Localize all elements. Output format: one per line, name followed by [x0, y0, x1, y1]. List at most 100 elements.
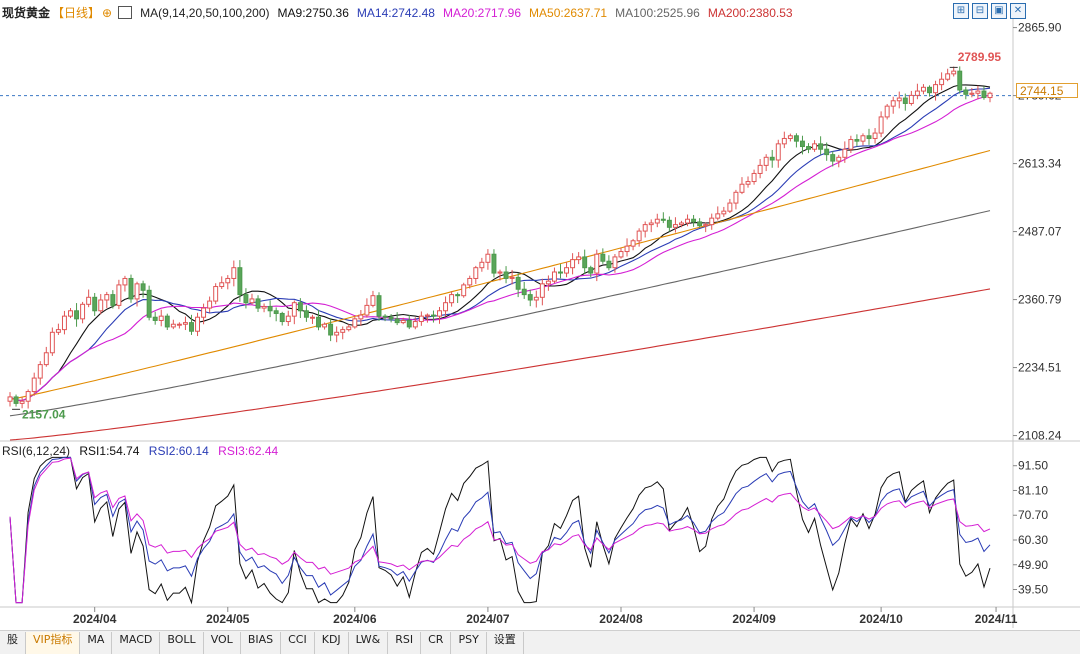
candle-up	[225, 277, 231, 284]
candle-down	[691, 218, 697, 223]
candle-up	[219, 282, 225, 288]
candle-up	[98, 299, 104, 312]
candle-up	[890, 100, 896, 107]
candle-up	[939, 78, 945, 86]
tab-stock[interactable]: 股	[0, 632, 26, 654]
price-tick-label: 2487.07	[1018, 225, 1062, 239]
period-settings-icon[interactable]: ⊕	[102, 5, 113, 20]
candle-down	[606, 260, 612, 269]
ma20-value: MA20:2717.96	[442, 5, 522, 20]
candle-up	[176, 323, 182, 326]
candle-down	[558, 271, 563, 274]
candle-up	[775, 143, 781, 161]
candle-down	[697, 221, 703, 227]
candle-down	[800, 140, 805, 148]
candle-up	[7, 396, 13, 402]
tab-settings[interactable]: 设置	[487, 632, 524, 654]
candle-up	[648, 222, 654, 226]
candle-down	[406, 319, 412, 328]
tab-ma[interactable]: MA	[80, 632, 113, 654]
ma9-line	[9, 84, 991, 402]
candle-up	[679, 222, 684, 226]
candle-down	[303, 310, 309, 318]
candle-down	[279, 312, 285, 323]
ma-chart-icon	[118, 6, 133, 19]
current-price-tag: 2744.15	[1016, 83, 1078, 98]
candle-up	[969, 92, 975, 95]
tab-vol[interactable]: VOL	[204, 632, 241, 654]
ma100-line	[9, 210, 991, 417]
candle-down	[237, 267, 243, 296]
tab-vip-indicators[interactable]: VIP指标	[26, 632, 81, 654]
tab-macd[interactable]: MACD	[112, 632, 161, 654]
candle-up	[975, 90, 981, 94]
tab-lw[interactable]: LW&	[349, 632, 389, 654]
tab-bias[interactable]: BIAS	[241, 632, 282, 654]
tab-cr[interactable]: CR	[421, 632, 452, 654]
tab-psy[interactable]: PSY	[451, 632, 487, 654]
candle-up	[733, 191, 739, 204]
candle-up	[751, 172, 757, 183]
zoom-icon[interactable]: ⊞	[953, 3, 969, 19]
candle-up	[261, 305, 267, 309]
candle-up	[551, 271, 557, 282]
period-label[interactable]: 【日线】	[52, 6, 101, 20]
tab-kdj[interactable]: KDJ	[315, 632, 349, 654]
candle-down	[376, 295, 382, 317]
candle-down	[600, 253, 606, 262]
rsi-tick-label: 49.90	[1018, 558, 1048, 572]
rsi2-value: RSI2:60.14	[148, 444, 209, 458]
tab-cci[interactable]: CCI	[281, 632, 315, 654]
candle-up	[951, 70, 957, 75]
x-tick-label: 2024/10	[859, 612, 903, 626]
ma200-value: MA200:2380.53	[707, 5, 793, 20]
candle-down	[74, 310, 80, 320]
ma20-line	[9, 94, 991, 402]
tab-rsi[interactable]: RSI	[388, 632, 422, 654]
candle-up	[485, 253, 491, 263]
candle-down	[394, 318, 400, 324]
candle-up	[195, 316, 200, 332]
candle-up	[763, 156, 769, 166]
candle-up	[630, 240, 636, 247]
rsi2-line	[9, 456, 991, 604]
x-tick-label: 2024/09	[732, 612, 776, 626]
candle-down	[588, 267, 594, 274]
candle-up	[860, 135, 866, 142]
candle-down	[128, 277, 134, 300]
x-tick-label: 2024/06	[333, 612, 377, 626]
tab-boll[interactable]: BOLL	[160, 632, 204, 654]
candle-up	[703, 224, 709, 227]
candle-up	[424, 314, 430, 317]
candle-up	[570, 259, 576, 269]
candle-up	[19, 400, 25, 404]
candle-up	[43, 352, 49, 366]
candle-up	[213, 286, 219, 302]
candle-up	[352, 318, 358, 328]
rsi3-line	[9, 457, 991, 604]
candle-up	[715, 213, 721, 219]
candle-down	[243, 294, 249, 304]
candle-down	[793, 135, 799, 142]
rsi-label: RSI(6,12,24)	[2, 444, 71, 458]
candle-down	[503, 271, 509, 279]
price-tick-label: 2360.79	[1018, 293, 1062, 307]
close-icon[interactable]: ✕	[1010, 3, 1026, 19]
rsi-tick-label: 39.50	[1018, 583, 1048, 597]
candle-up	[739, 183, 745, 193]
candle-down	[666, 219, 672, 228]
candle-up	[842, 148, 848, 158]
save-icon[interactable]: ▣	[991, 3, 1007, 19]
candle-up	[170, 323, 176, 328]
ma100-value: MA100:2525.96	[615, 5, 700, 20]
candle-down	[267, 305, 273, 312]
candle-up	[594, 253, 600, 274]
candle-up	[412, 321, 418, 328]
rsi-tick-label: 91.50	[1018, 459, 1048, 473]
shrink-icon[interactable]: ⊟	[972, 3, 988, 19]
candle-down	[660, 218, 666, 221]
rsi3-value: RSI3:62.44	[218, 444, 279, 458]
rsi-tick-label: 60.30	[1018, 533, 1048, 547]
candle-down	[297, 302, 303, 312]
rsi1-value: RSI1:54.74	[79, 444, 140, 458]
